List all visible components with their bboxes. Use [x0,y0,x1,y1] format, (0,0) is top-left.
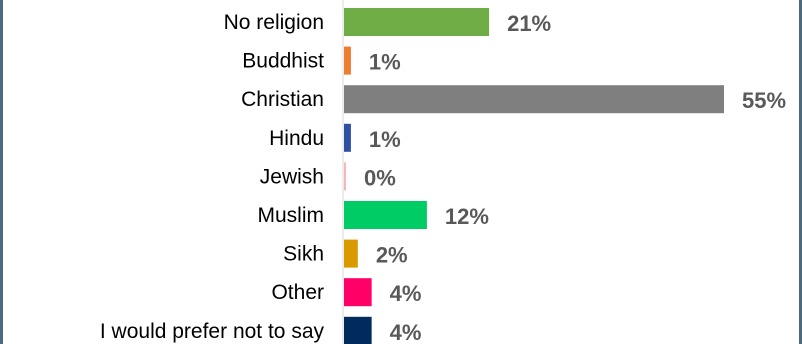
bars-layer: No religion 21% Buddhist 1% Christian 55% Hind… [100,8,786,344]
category-label: Other [271,281,324,304]
category-label: Jewish [260,165,324,188]
bar [344,278,372,307]
data-label: 4% [390,320,422,344]
category-label: Christian [241,88,324,111]
chart-frame-right-border [799,0,802,344]
bar [344,46,351,75]
bar [344,201,427,229]
bar [344,239,358,268]
bar [344,123,351,152]
category-label: Hindu [269,127,324,150]
bar [344,85,724,114]
data-label: 2% [376,243,408,268]
data-label: 12% [445,204,489,229]
data-label: 0% [364,165,396,190]
category-label: Muslim [258,204,325,227]
data-label: 1% [369,127,401,152]
bar [344,8,490,36]
chart-frame-left-border [0,0,3,344]
data-label: 1% [369,50,401,75]
bar [344,316,372,344]
category-label: No religion [224,11,324,34]
category-label: Buddhist [242,50,324,73]
bar [344,162,346,191]
data-label: 4% [390,281,422,306]
data-label: 21% [507,11,551,36]
category-label: I would prefer not to say [100,320,325,343]
category-label: Sikh [283,243,324,266]
data-label: 55% [742,88,786,113]
